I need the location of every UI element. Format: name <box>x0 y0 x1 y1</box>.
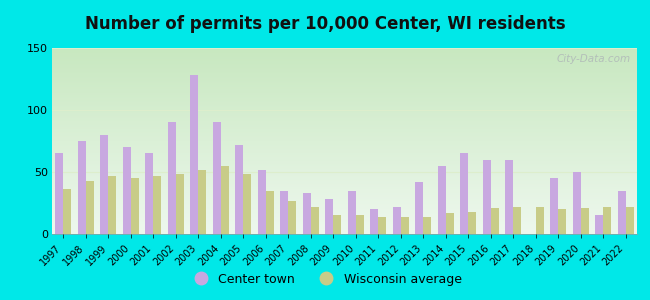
Bar <box>505 160 514 234</box>
Bar <box>235 145 243 234</box>
Bar <box>266 190 274 234</box>
Bar <box>370 209 378 234</box>
Text: City-Data.com: City-Data.com <box>557 54 631 64</box>
Bar <box>213 122 221 234</box>
Bar <box>483 160 491 234</box>
Bar <box>378 217 386 234</box>
Bar <box>77 141 86 234</box>
Bar <box>356 215 364 234</box>
Bar <box>100 135 109 234</box>
Bar <box>153 176 161 234</box>
Bar <box>333 215 341 234</box>
Bar <box>145 153 153 234</box>
Bar <box>198 169 206 234</box>
Bar <box>63 189 72 234</box>
Text: Number of permits per 10,000 Center, WI residents: Number of permits per 10,000 Center, WI … <box>84 15 566 33</box>
Bar <box>109 176 116 234</box>
Bar <box>176 175 184 234</box>
Bar <box>280 190 288 234</box>
Bar <box>618 190 626 234</box>
Bar <box>393 207 401 234</box>
Bar <box>550 178 558 234</box>
Bar <box>190 75 198 234</box>
Bar <box>55 153 63 234</box>
Bar <box>415 182 423 234</box>
Bar <box>131 178 139 234</box>
Bar <box>580 208 589 234</box>
Bar <box>437 166 446 234</box>
Bar <box>536 207 544 234</box>
Bar <box>303 193 311 234</box>
Bar <box>86 181 94 234</box>
Bar <box>423 217 432 234</box>
Bar <box>446 213 454 234</box>
Bar <box>573 172 580 234</box>
Bar <box>243 175 252 234</box>
Bar <box>558 209 566 234</box>
Bar <box>311 207 319 234</box>
Bar <box>491 208 499 234</box>
Bar <box>257 169 266 234</box>
Bar <box>468 212 476 234</box>
Bar <box>168 122 176 234</box>
Bar <box>325 199 333 234</box>
Legend: Center town, Wisconsin average: Center town, Wisconsin average <box>183 268 467 291</box>
Bar <box>221 166 229 234</box>
Bar <box>514 207 521 234</box>
Bar <box>595 215 603 234</box>
Bar <box>123 147 131 234</box>
Bar <box>288 200 296 234</box>
Bar <box>460 153 468 234</box>
Bar <box>603 207 612 234</box>
Bar <box>401 217 409 234</box>
Bar <box>626 207 634 234</box>
Bar <box>348 190 356 234</box>
